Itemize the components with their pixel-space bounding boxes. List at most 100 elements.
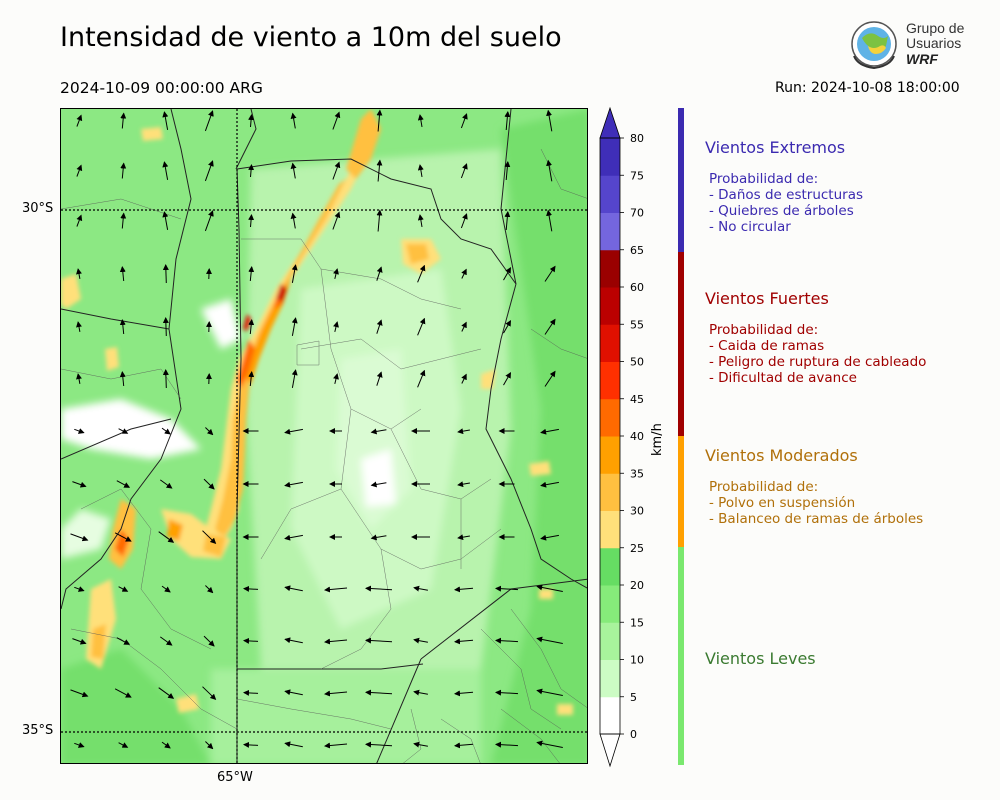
category-line: Probabilidad de: [709, 171, 819, 187]
wind-arrow [284, 637, 303, 644]
wind-arrow [333, 321, 339, 333]
map-title: Intensidad de viento a 10m del suelo [60, 22, 562, 53]
wind-arrow [158, 531, 175, 543]
category-strong: Vientos Fuertes Probabilidad de: - Caida… [705, 289, 926, 386]
wind-arrow [291, 264, 298, 283]
wind-arrow [546, 159, 553, 182]
wind-arrow [365, 585, 393, 592]
colorbar-segment [600, 696, 620, 735]
graticule [61, 109, 587, 763]
category-line: - No circular [709, 219, 791, 235]
wind-arrow [205, 585, 214, 594]
wind-arrow [119, 266, 126, 282]
wind-arrow [376, 109, 383, 132]
strong-wind-band [61, 109, 573, 715]
wind-arrow [504, 161, 511, 181]
wind-arrow [457, 428, 470, 435]
svg-text:Usuarios: Usuarios [906, 35, 961, 51]
wind-arrow [460, 163, 468, 179]
wind-arrow [291, 369, 298, 388]
wind-arrow [376, 371, 383, 386]
wind-arrow [504, 111, 511, 131]
wind-arrow [417, 164, 424, 177]
colorbar-segment [600, 473, 620, 511]
bar-extreme [678, 108, 684, 252]
wind-arrow [417, 317, 426, 336]
wind-arrow [332, 211, 341, 230]
wind-arrow [324, 586, 348, 593]
colorbar: 0 5 10 15 20 25 30 35 40 45 50 55 60 65 70 75 80 [596, 106, 666, 768]
wind-arrow [76, 268, 82, 279]
wind-arrow [413, 689, 428, 696]
wind-arrow [116, 480, 131, 488]
colorbar-tick-label: 5 [630, 691, 637, 704]
wind-arrow [119, 319, 126, 335]
wind-arrow [365, 637, 393, 644]
wind-arrow [118, 586, 129, 592]
wind-arrow [291, 317, 298, 336]
wind-arrow [284, 481, 303, 488]
wind-arrow [204, 210, 214, 232]
wind-arrow [454, 638, 474, 645]
wind-arrow [376, 319, 383, 334]
wind-arrow [536, 740, 563, 748]
wind-arrow [284, 585, 303, 592]
wind-arrow [376, 209, 383, 232]
colorbar-tick-label: 55 [630, 318, 644, 331]
wind-arrow [413, 741, 428, 748]
wind-arrow [544, 265, 556, 282]
wind-arrow [290, 212, 297, 229]
colorbar-tick-label: 15 [630, 616, 644, 629]
wind-arrow [76, 321, 82, 332]
wind-arrow [248, 266, 255, 282]
wind-arrow [284, 534, 303, 541]
wind-arrow [290, 112, 297, 129]
valid-time: 2024-10-09 00:00:00 ARG [60, 79, 263, 97]
wind-arrow [544, 370, 556, 387]
wind-arrow [290, 162, 297, 179]
colorbar-tick-label: 20 [630, 579, 644, 592]
wind-arrow [504, 211, 511, 231]
colorbar-tick-label: 75 [630, 169, 644, 182]
category-line: - Caida de ramas [709, 338, 825, 354]
wind-arrow [205, 741, 214, 750]
wind-arrow [70, 689, 89, 698]
wind-arrow [205, 427, 214, 436]
wind-arrow [160, 636, 173, 646]
wind-arrow [461, 321, 467, 332]
wind-map[interactable] [60, 108, 588, 764]
colorbar-segment [600, 622, 620, 660]
wind-arrow [370, 534, 387, 541]
wind-arrow [160, 479, 173, 489]
wind-arrow [417, 264, 426, 283]
wind-arrow [74, 586, 85, 592]
category-title: Vientos Leves [705, 649, 816, 668]
lon-label-65w: 65°W [217, 770, 253, 785]
wind-arrow [417, 214, 424, 227]
wind-arrow [460, 213, 468, 229]
wind-arrow [376, 266, 383, 281]
colorbar-segment [600, 510, 620, 549]
wind-arrow [248, 114, 255, 128]
wind-arrow [161, 585, 171, 593]
wind-arrow [332, 111, 341, 130]
wind-arrow [162, 264, 169, 284]
colorbar-segment [600, 212, 620, 251]
wind-arrow [546, 109, 553, 132]
wind-arrow [248, 214, 255, 228]
wind-arrow [495, 637, 519, 644]
wind-arrow [162, 161, 169, 180]
wind-arrow [243, 689, 259, 696]
bar-strong [678, 252, 684, 436]
colorbar-tick-label: 45 [630, 393, 644, 406]
wind-arrow [376, 159, 383, 182]
wind-arrow [162, 369, 169, 389]
wind-arrow [120, 162, 127, 179]
category-line: - Balanceo de ramas de árboles [709, 511, 924, 527]
wind-arrow [324, 690, 348, 697]
category-title: Vientos Fuertes [705, 289, 829, 308]
wind-arrow [248, 164, 255, 178]
wind-arrow [324, 742, 348, 749]
svg-text:Grupo de: Grupo de [906, 20, 965, 36]
wind-arrow [118, 742, 129, 748]
